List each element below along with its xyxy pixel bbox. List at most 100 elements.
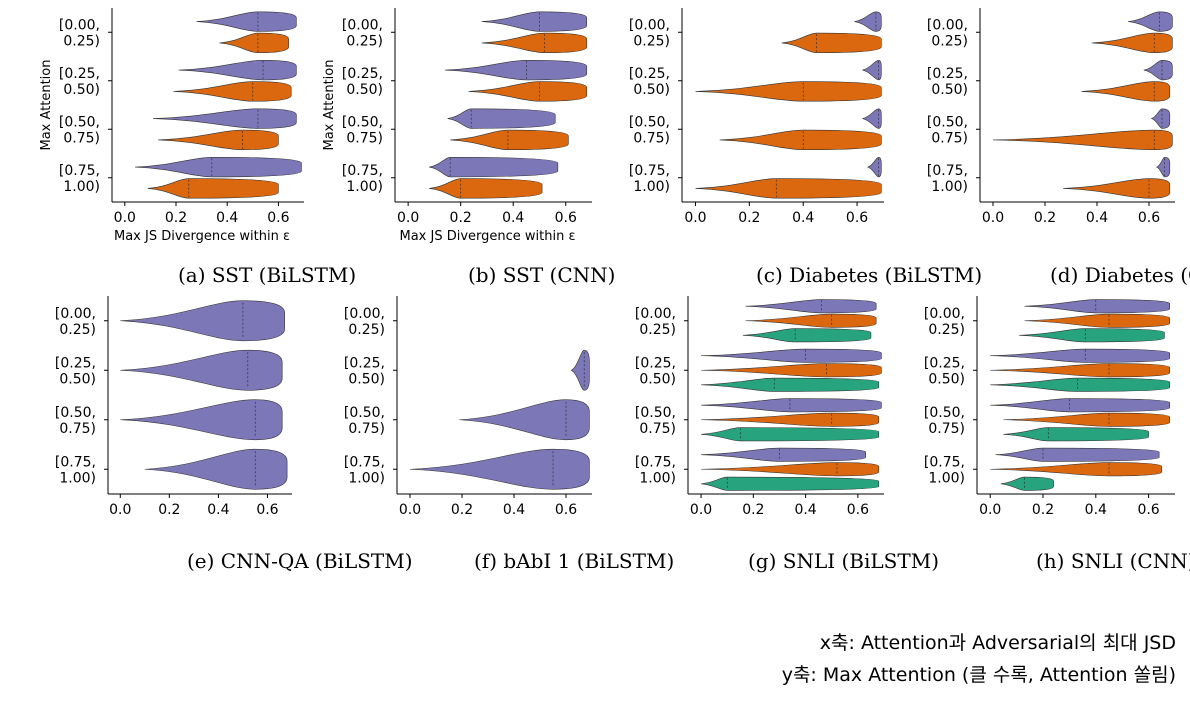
y-tick-label: [0.25, — [59, 66, 100, 82]
violin-purple — [120, 399, 283, 441]
violin-purple — [459, 399, 590, 441]
x-tick-label: 0.4 — [207, 502, 229, 518]
y-tick-label: [0.50, — [635, 405, 676, 421]
subplot-caption: (c) Diabetes (BiLSTM) — [756, 263, 982, 287]
x-tick-label: 0.2 — [165, 210, 187, 226]
violin-purple — [701, 447, 867, 462]
subplot-caption: (a) SST (BiLSTM) — [178, 263, 356, 287]
violin-purple — [196, 11, 297, 32]
y-tick-label: [0.25, — [927, 66, 968, 82]
violin-green — [742, 328, 872, 343]
x-tick-label: 0.6 — [555, 210, 577, 226]
y-tick-label: 1.00) — [928, 470, 965, 486]
y-tick-label: [0.50, — [55, 405, 96, 421]
x-tick-label: 0.6 — [267, 210, 289, 226]
y-tick-label: [0.00, — [924, 306, 965, 322]
y-tick-label: [0.75, — [342, 163, 383, 179]
subplot-8: 0.0 0.2 0.4 0.6 [0.00,0.25) [0.25,0.50) [0.50,… — [924, 296, 1190, 573]
y-tick-label: 1.00) — [633, 179, 670, 195]
violin-orange — [695, 81, 882, 102]
y-tick-label: [0.00, — [629, 17, 670, 33]
x-tick-label: 0.2 — [1032, 502, 1054, 518]
x-tick-label: 0.4 — [502, 210, 524, 226]
y-tick-label: [0.00, — [344, 306, 385, 322]
y-tick-label: 1.00) — [59, 470, 96, 486]
y-tick-label: 0.75) — [928, 421, 965, 437]
y-tick-label: 0.25) — [633, 33, 670, 49]
x-tick-label: 0.0 — [399, 502, 421, 518]
subplot-2: 0.0 0.2 0.4 0.6 [0.00,0.25) [0.25,0.50) [0.50,… — [322, 8, 615, 287]
violin-purple — [120, 300, 285, 342]
violin-orange — [745, 313, 877, 328]
y-tick-label: [0.50, — [342, 114, 383, 130]
violin-green — [1019, 328, 1165, 343]
violin-purple — [178, 59, 297, 81]
x-axis-label: Max JS Divergence within ε — [399, 229, 575, 244]
violin-purple — [854, 11, 882, 32]
y-tick-label: 1.00) — [348, 470, 385, 486]
violin-purple — [409, 448, 590, 490]
y-tick-label: [0.50, — [59, 114, 100, 130]
violin-purple — [481, 11, 588, 32]
subplot-1: 0.0 0.2 0.4 0.6 [0.00,0.25) [0.25,0.50) [0.50,… — [39, 8, 356, 287]
y-tick-label: [0.75, — [927, 163, 968, 179]
x-tick-label: 0.0 — [982, 210, 1004, 226]
violin-purple — [120, 349, 283, 391]
violin-purple — [1128, 11, 1173, 32]
x-tick-label: 0.2 — [450, 210, 472, 226]
violin-orange — [719, 129, 882, 151]
violin-orange — [1063, 178, 1171, 199]
y-tick-label: [0.50, — [924, 405, 965, 421]
violin-purple — [701, 398, 882, 413]
x-tick-label: 0.2 — [451, 502, 473, 518]
y-tick-label: 0.75) — [633, 130, 670, 146]
note-y-axis: y축: Max Attention (클 수록, Attention 쏠림) — [781, 664, 1176, 686]
violin-orange — [990, 363, 1171, 378]
violin-purple — [745, 299, 877, 314]
x-axis-label: Max JS Divergence within ε — [114, 229, 290, 244]
y-tick-label: [0.25, — [342, 66, 383, 82]
x-tick-label: 0.6 — [847, 502, 869, 518]
x-tick-label: 0.0 — [979, 502, 1001, 518]
y-tick-label: [0.50, — [344, 405, 385, 421]
y-tick-label: 0.25) — [928, 322, 965, 338]
y-tick-label: 0.25) — [346, 33, 383, 49]
x-tick-label: 0.0 — [397, 210, 419, 226]
note-x-axis: x축: Attention과 Adversarial의 최대 JSD — [819, 632, 1176, 654]
y-tick-label: [0.00, — [55, 306, 96, 322]
y-tick-label: 0.25) — [63, 33, 100, 49]
violin-orange — [481, 32, 588, 54]
x-tick-label: 0.0 — [684, 210, 706, 226]
y-tick-label: 1.00) — [346, 179, 383, 195]
violin-purple — [144, 448, 288, 490]
x-tick-label: 0.4 — [794, 502, 816, 518]
violin-orange — [695, 178, 882, 199]
y-tick-label: [0.75, — [59, 163, 100, 179]
x-tick-label: 0.2 — [742, 502, 764, 518]
y-tick-label: [0.25, — [629, 66, 670, 82]
violin-orange — [781, 32, 882, 54]
y-tick-label: [0.75, — [635, 454, 676, 470]
violin-green — [701, 377, 880, 392]
x-tick-label: 0.4 — [503, 502, 525, 518]
violin-orange — [147, 178, 279, 199]
y-tick-label: 0.75) — [63, 130, 100, 146]
subplot-caption: (b) SST (CNN) — [468, 263, 615, 287]
violin-purple — [429, 156, 559, 178]
violin-purple — [447, 108, 556, 129]
y-tick-label: [0.25, — [635, 355, 676, 371]
subplot-caption: (d) Diabetes (CNN) — [1050, 263, 1190, 287]
x-tick-label: 0.0 — [114, 210, 136, 226]
x-tick-label: 0.6 — [555, 502, 577, 518]
y-tick-label: 0.25) — [59, 322, 96, 338]
y-tick-label: 0.50) — [59, 371, 96, 387]
y-tick-label: [0.00, — [59, 17, 100, 33]
x-tick-label: 0.2 — [158, 502, 180, 518]
y-tick-label: 0.75) — [348, 421, 385, 437]
violin-orange — [990, 462, 1163, 477]
x-tick-label: 0.6 — [256, 502, 278, 518]
y-tick-label: 0.50) — [348, 371, 385, 387]
violin-purple — [990, 398, 1171, 413]
y-tick-label: 0.50) — [63, 82, 100, 98]
